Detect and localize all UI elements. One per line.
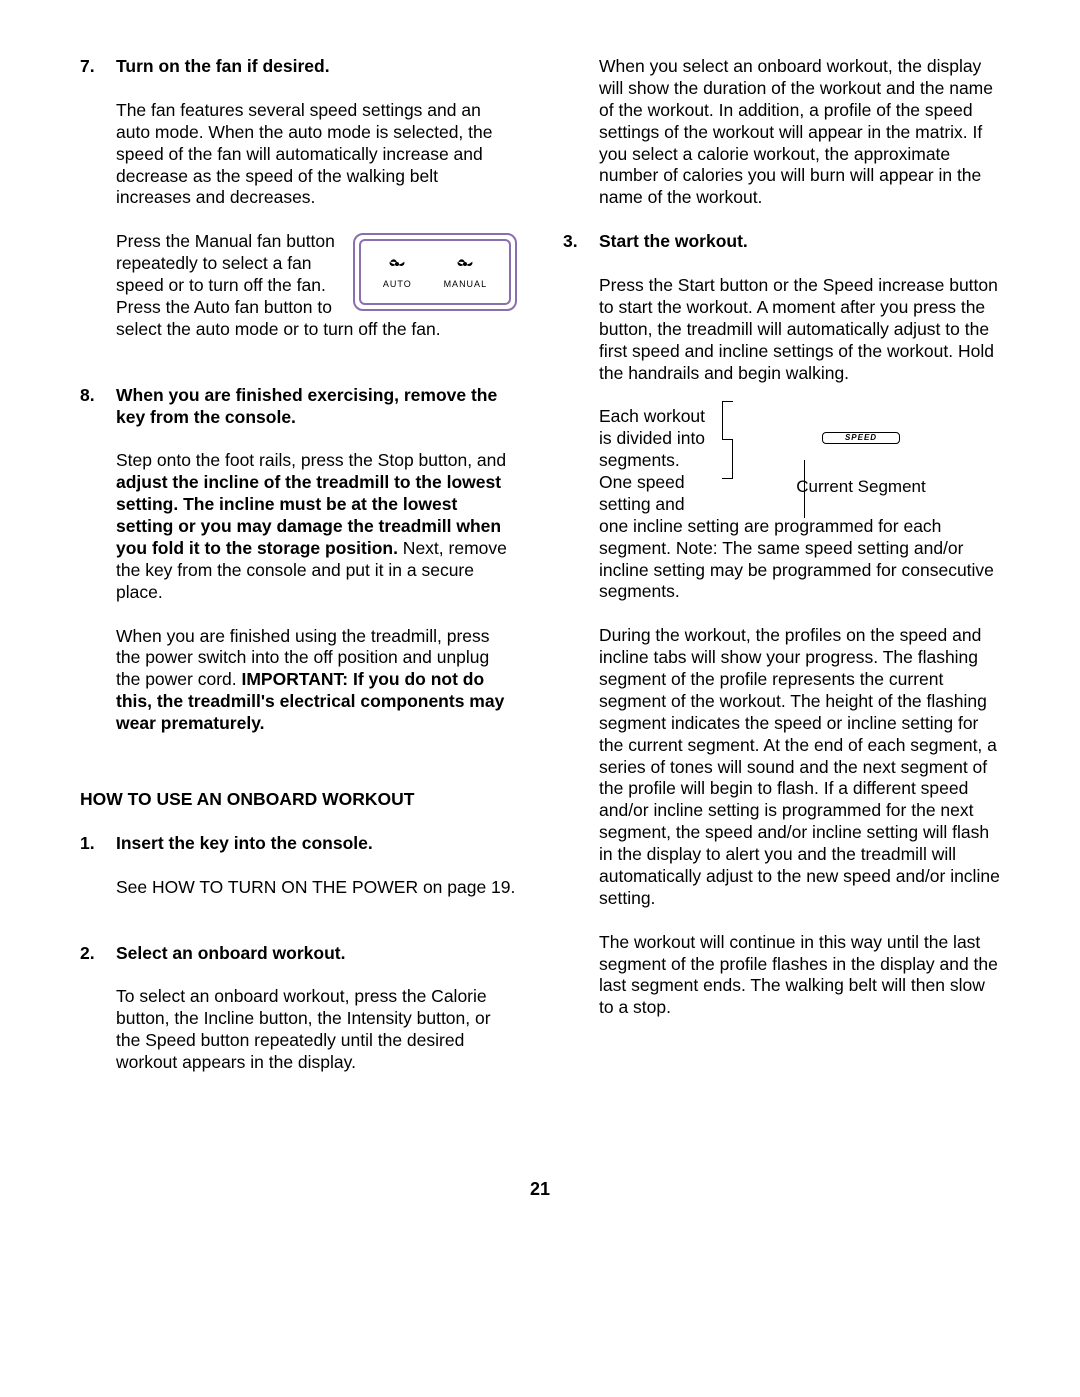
speed-caption: Current Segment <box>722 476 1000 497</box>
step-1-title: Insert the key into the console. <box>116 833 517 855</box>
step-7: 7. Turn on the fan if desired. The fan f… <box>80 56 517 363</box>
fan-auto-button: AUTO <box>383 253 412 290</box>
speed-profile-frame: SPEED <box>722 401 1000 479</box>
step-3-paragraph-2: SPEED Current Segment Each workout is di… <box>599 406 1000 603</box>
step-1-paragraph-1: See HOW TO TURN ON THE POWER on page 19. <box>116 877 517 899</box>
step-3-title: Start the workout. <box>599 231 1000 253</box>
step-8-title: When you are finished exercising, remove… <box>116 385 517 429</box>
step-1: 1. Insert the key into the console. See … <box>80 833 517 921</box>
step-7-paragraph-1: The fan features several speed settings … <box>116 100 517 209</box>
fan-button-inner: AUTO MANUAL <box>359 239 511 305</box>
step-2-continuation: When you select an onboard workout, the … <box>563 56 1000 209</box>
current-segment-pointer <box>804 460 805 518</box>
section-heading: HOW TO USE AN ONBOARD WORKOUT <box>80 789 517 811</box>
step-3-paragraph-4: The workout will continue in this way un… <box>599 932 1000 1020</box>
fan-auto-label: AUTO <box>383 279 412 290</box>
fan-icon <box>386 253 408 275</box>
page-number: 21 <box>0 1178 1080 1201</box>
fan-manual-button: MANUAL <box>444 253 488 290</box>
step-8-p1-a: Step onto the foot rails, press the Stop… <box>116 450 506 470</box>
speed-profile-figure: SPEED Current Segment <box>722 410 1000 497</box>
page: 7. Turn on the fan if desired. The fan f… <box>0 0 1080 1118</box>
step-8-number: 8. <box>80 385 116 757</box>
left-column: 7. Turn on the fan if desired. The fan f… <box>80 56 517 1118</box>
step-2-number: 2. <box>80 943 116 1096</box>
step-8-paragraph-2: When you are finished using the treadmil… <box>116 626 517 735</box>
fan-icon <box>454 253 476 275</box>
speed-badge: SPEED <box>822 432 900 444</box>
step-7-paragraph-2: AUTO MANUAL Press the Manual fan button … <box>116 231 517 340</box>
fan-manual-label: MANUAL <box>444 279 488 290</box>
step-7-number: 7. <box>80 56 116 363</box>
fan-button-figure: AUTO MANUAL <box>353 233 517 311</box>
step-3-paragraph-3: During the workout, the profiles on the … <box>599 625 1000 909</box>
step-3-number: 3. <box>563 231 599 1041</box>
step-8: 8. When you are finished exercising, rem… <box>80 385 517 757</box>
step-2-paragraph-1: To select an onboard workout, press the … <box>116 986 517 1074</box>
step-8-paragraph-1: Step onto the foot rails, press the Stop… <box>116 450 517 603</box>
step-3: 3. Start the workout. Press the Start bu… <box>563 231 1000 1041</box>
step-7-title: Turn on the fan if desired. <box>116 56 517 78</box>
step-3-paragraph-1: Press the Start button or the Speed incr… <box>599 275 1000 384</box>
right-column: When you select an onboard workout, the … <box>563 56 1000 1118</box>
step-2: 2. Select an onboard workout. To select … <box>80 943 517 1096</box>
step-1-number: 1. <box>80 833 116 921</box>
step-2-title: Select an onboard workout. <box>116 943 517 965</box>
